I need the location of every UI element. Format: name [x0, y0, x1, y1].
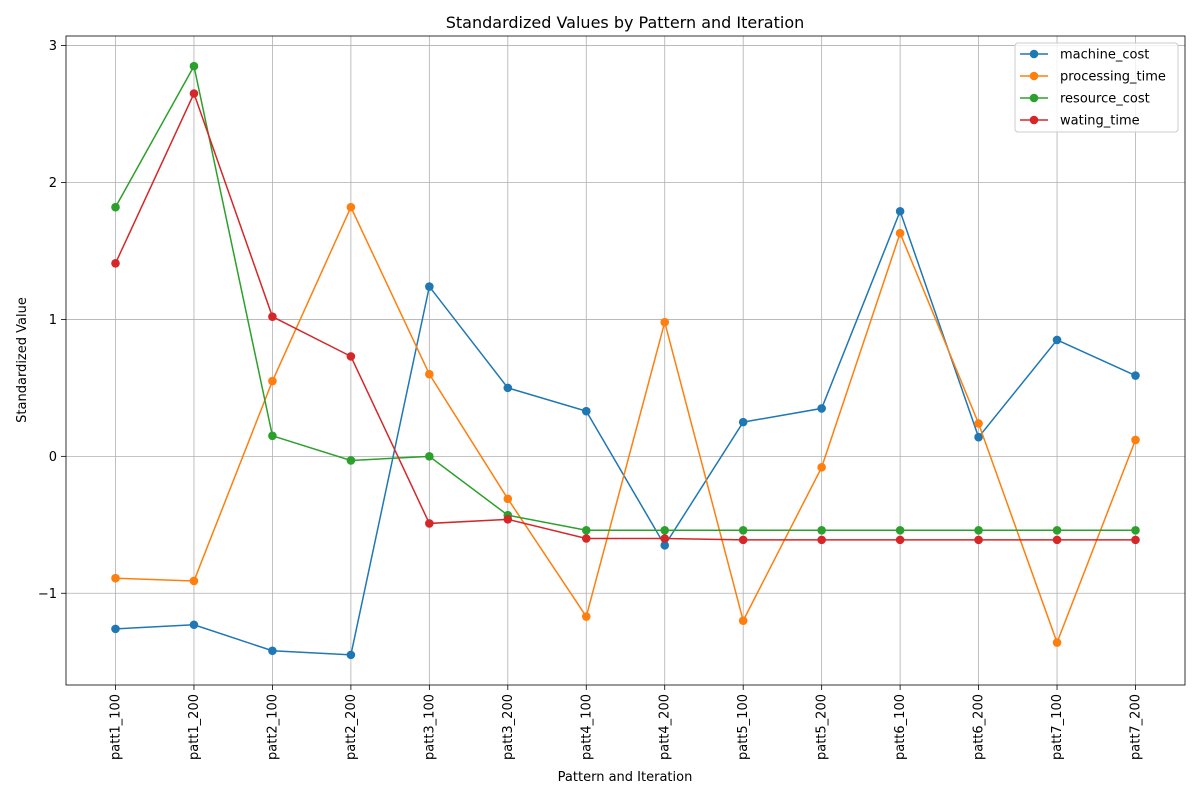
data-point-machine-cost: [189, 620, 199, 630]
series-line-machine-cost: [115, 209, 1136, 656]
data-point-resource-cost: [660, 525, 670, 535]
data-point-machine-cost: [425, 282, 434, 291]
data-point-resource-cost: [738, 525, 748, 535]
x-axis-label: Pattern and Iteration: [558, 770, 693, 785]
data-point-wating-time: [738, 535, 748, 545]
data-point-processing-time: [189, 576, 199, 586]
data-point-wating-time: [346, 352, 356, 361]
x-tick-label: patt6_100: [893, 694, 908, 760]
x-tick-label: patt5_200: [815, 694, 830, 760]
data-point-processing-time: [895, 228, 905, 238]
data-point-processing-time: [111, 573, 120, 583]
data-point-resource-cost: [895, 525, 905, 535]
data-point-machine-cost: [503, 383, 513, 393]
series-line-resource-cost: [114, 64, 1136, 532]
data-point-wating-time: [189, 89, 199, 98]
series-line-processing-time: [115, 205, 1137, 645]
legend-label-resource-cost: resource_cost: [1060, 92, 1150, 107]
x-tick-label: patt5_100: [736, 694, 751, 760]
data-point-resource-cost: [817, 525, 826, 535]
data-point-resource-cost: [268, 431, 277, 441]
data-point-processing-time: [1131, 435, 1140, 445]
data-point-resource-cost: [111, 202, 120, 212]
legend-box: [1014, 42, 1179, 133]
plot-frame: [65, 35, 1186, 686]
data-point-wating-time: [111, 258, 120, 268]
data-point-wating-time: [660, 534, 670, 543]
legend-marker-machine-cost: [1029, 49, 1039, 59]
y-tick-label: 2: [49, 176, 57, 191]
data-point-resource-cost: [189, 61, 199, 71]
chart-title: Standardized Values by Pattern and Itera…: [446, 13, 805, 32]
data-point-processing-time: [738, 616, 748, 625]
x-tick-label: patt4_200: [658, 694, 673, 760]
legend-label-processing-time: processing_time: [1060, 70, 1166, 85]
x-tick-label: patt4_100: [579, 694, 594, 760]
data-point-wating-time: [895, 535, 905, 545]
data-point-resource-cost: [346, 456, 356, 465]
data-point-wating-time: [581, 534, 591, 543]
data-point-wating-time: [974, 535, 983, 545]
data-point-processing-time: [425, 369, 434, 379]
data-point-wating-time: [425, 519, 434, 528]
data-point-processing-time: [974, 419, 983, 428]
data-point-resource-cost: [1131, 525, 1140, 535]
grid-layer: [66, 36, 1185, 685]
data-point-machine-cost: [974, 432, 983, 442]
x-tick-label: patt1_200: [187, 694, 202, 760]
data-point-processing-time: [503, 494, 513, 504]
series-line-wating-time: [114, 91, 1136, 541]
x-tick-label: patt6_200: [972, 694, 987, 760]
data-point-machine-cost: [346, 650, 356, 660]
legend-marker-processing-time: [1029, 71, 1039, 81]
legend-label-machine-cost: machine_cost: [1060, 48, 1149, 63]
legend-marker-resource-cost: [1029, 93, 1039, 103]
legend-marker-wating-time: [1029, 115, 1039, 125]
y-tick-label: 0: [49, 450, 57, 465]
x-tick-label: patt2_100: [265, 694, 280, 760]
data-point-resource-cost: [581, 525, 591, 535]
x-tick-label: patt7_200: [1129, 694, 1144, 760]
y-axis-label: Standardized Value: [15, 297, 30, 423]
x-tick-label: patt2_200: [344, 694, 359, 760]
data-point-resource-cost: [974, 525, 983, 535]
data-point-processing-time: [346, 202, 356, 212]
data-point-machine-cost: [660, 541, 670, 550]
data-point-wating-time: [817, 535, 826, 545]
data-point-processing-time: [660, 317, 670, 327]
data-point-wating-time: [1131, 535, 1140, 545]
data-point-processing-time: [268, 376, 277, 386]
x-tick-label: patt7_100: [1050, 694, 1065, 760]
x-tick-label: patt3_100: [422, 694, 437, 760]
legend: machine_cost processing_time resource_cost…: [1014, 42, 1179, 133]
data-point-processing-time: [817, 462, 826, 472]
data-point-machine-cost: [581, 406, 591, 416]
y-tick-label: 1: [49, 313, 57, 328]
y-tick-label: −1: [38, 587, 57, 602]
data-point-wating-time: [503, 515, 513, 524]
data-point-processing-time: [581, 612, 591, 621]
x-tick-label: patt3_200: [501, 694, 516, 760]
y-tick-label: 3: [49, 39, 57, 54]
data-point-machine-cost: [817, 404, 826, 413]
x-tick-label: patt1_100: [109, 694, 124, 760]
data-point-resource-cost: [425, 452, 434, 461]
data-point-processing-time: [1052, 638, 1062, 647]
data-point-wating-time: [268, 312, 277, 321]
data-point-machine-cost: [111, 624, 120, 634]
data-point-machine-cost: [1052, 335, 1062, 345]
axes-layer: patt1_100 patt1_200 patt2_100 patt2_200 patt…: [38, 35, 1186, 760]
legend-label-wating-time: wating_time: [1060, 114, 1140, 129]
data-point-machine-cost: [738, 417, 748, 427]
data-point-machine-cost: [895, 206, 905, 216]
data-point-wating-time: [1052, 535, 1062, 545]
data-point-resource-cost: [1052, 525, 1062, 535]
data-point-machine-cost: [1131, 371, 1140, 380]
series-layer: [111, 61, 1140, 660]
data-point-machine-cost: [268, 646, 277, 656]
